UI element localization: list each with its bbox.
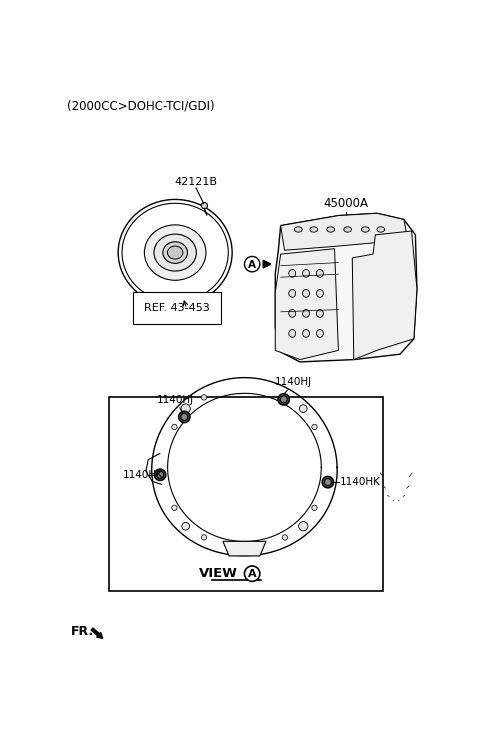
Ellipse shape [316, 330, 324, 337]
Text: VIEW: VIEW [199, 568, 238, 580]
Ellipse shape [327, 227, 335, 232]
Ellipse shape [289, 309, 296, 317]
Circle shape [201, 535, 207, 540]
Ellipse shape [289, 289, 296, 297]
Text: 1140HJ: 1140HJ [275, 377, 312, 387]
Text: REF. 43-453: REF. 43-453 [144, 303, 210, 313]
Text: A: A [248, 260, 256, 269]
Ellipse shape [316, 269, 324, 277]
Ellipse shape [144, 225, 206, 280]
Ellipse shape [122, 203, 228, 302]
Text: 1140HK: 1140HK [340, 477, 381, 487]
Circle shape [278, 393, 289, 405]
Text: 1140HJ: 1140HJ [156, 395, 193, 404]
Polygon shape [352, 231, 417, 359]
Circle shape [201, 395, 207, 400]
Polygon shape [275, 249, 338, 359]
Circle shape [244, 566, 260, 582]
Circle shape [312, 505, 317, 511]
Circle shape [179, 411, 190, 423]
Circle shape [244, 256, 260, 272]
Ellipse shape [377, 227, 384, 232]
Ellipse shape [302, 289, 310, 297]
Ellipse shape [344, 227, 351, 232]
Ellipse shape [316, 309, 324, 317]
Ellipse shape [163, 242, 188, 263]
Circle shape [172, 505, 177, 511]
Ellipse shape [316, 289, 324, 297]
Text: 1140HK: 1140HK [123, 470, 164, 480]
Circle shape [280, 396, 287, 403]
Text: 42121B: 42121B [174, 177, 217, 187]
Ellipse shape [300, 404, 307, 413]
Circle shape [312, 424, 317, 430]
Circle shape [154, 469, 166, 480]
Ellipse shape [376, 249, 416, 341]
Ellipse shape [361, 227, 369, 232]
Ellipse shape [302, 309, 310, 317]
Polygon shape [275, 213, 417, 362]
Circle shape [322, 476, 334, 488]
Text: FR.: FR. [71, 625, 94, 638]
Ellipse shape [181, 404, 190, 413]
Bar [109, 396, 383, 590]
Ellipse shape [182, 523, 190, 530]
Circle shape [181, 413, 188, 421]
Ellipse shape [154, 234, 196, 271]
Ellipse shape [302, 330, 310, 337]
Circle shape [282, 535, 288, 540]
Text: 45000A: 45000A [323, 197, 368, 210]
Ellipse shape [310, 227, 318, 232]
Ellipse shape [289, 330, 296, 337]
Ellipse shape [168, 246, 183, 259]
FancyArrow shape [91, 628, 103, 638]
Circle shape [201, 202, 207, 209]
Text: (2000CC>DOHC-TCI/GDI): (2000CC>DOHC-TCI/GDI) [67, 100, 215, 112]
Circle shape [156, 472, 164, 478]
Circle shape [172, 424, 177, 430]
Ellipse shape [299, 522, 308, 531]
Polygon shape [281, 213, 408, 250]
Ellipse shape [295, 227, 302, 232]
Polygon shape [223, 541, 266, 556]
Circle shape [282, 395, 288, 400]
Text: A: A [248, 569, 256, 579]
Ellipse shape [289, 269, 296, 277]
Ellipse shape [302, 269, 310, 277]
Circle shape [324, 479, 331, 486]
Ellipse shape [118, 199, 232, 306]
